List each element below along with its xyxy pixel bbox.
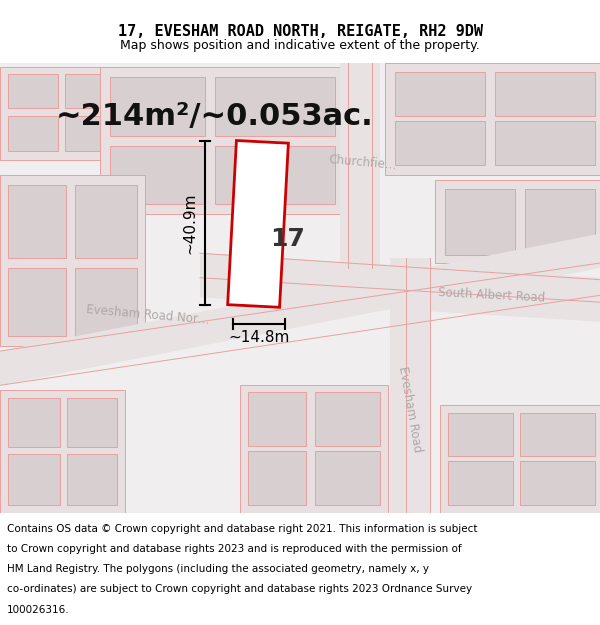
Polygon shape <box>390 258 430 512</box>
Polygon shape <box>315 451 380 504</box>
Text: 100026316.: 100026316. <box>7 605 70 615</box>
Polygon shape <box>8 74 58 109</box>
Polygon shape <box>240 386 388 512</box>
Text: Contains OS data © Crown copyright and database right 2021. This information is : Contains OS data © Crown copyright and d… <box>7 524 478 534</box>
Polygon shape <box>67 398 117 447</box>
Polygon shape <box>215 77 335 136</box>
Text: co-ordinates) are subject to Crown copyright and database rights 2023 Ordnance S: co-ordinates) are subject to Crown copyr… <box>7 584 472 594</box>
Polygon shape <box>0 234 600 386</box>
Polygon shape <box>8 398 60 447</box>
Polygon shape <box>448 461 513 504</box>
Polygon shape <box>525 189 595 255</box>
Text: Churchfie…: Churchfie… <box>328 153 397 172</box>
Polygon shape <box>8 268 66 336</box>
Polygon shape <box>248 451 306 504</box>
Text: 17, EVESHAM ROAD NORTH, REIGATE, RH2 9DW: 17, EVESHAM ROAD NORTH, REIGATE, RH2 9DW <box>118 24 482 39</box>
Polygon shape <box>520 412 595 456</box>
Text: South Albert Road: South Albert Road <box>438 286 546 304</box>
Polygon shape <box>395 72 485 116</box>
Polygon shape <box>248 392 306 446</box>
Polygon shape <box>495 72 595 116</box>
Polygon shape <box>440 405 600 512</box>
Polygon shape <box>340 62 380 268</box>
Text: Map shows position and indicative extent of the property.: Map shows position and indicative extent… <box>120 39 480 51</box>
Text: ~214m²/~0.053ac.: ~214m²/~0.053ac. <box>56 102 374 131</box>
Polygon shape <box>200 253 600 322</box>
Polygon shape <box>520 461 595 504</box>
Polygon shape <box>448 412 513 456</box>
Polygon shape <box>0 62 600 512</box>
Polygon shape <box>100 68 345 214</box>
Text: 17: 17 <box>271 227 305 251</box>
Polygon shape <box>75 185 137 258</box>
Polygon shape <box>65 74 113 109</box>
Polygon shape <box>8 116 58 151</box>
Polygon shape <box>8 454 60 504</box>
Polygon shape <box>395 121 485 165</box>
Text: Evesham Road Nor…: Evesham Road Nor… <box>86 303 210 327</box>
Polygon shape <box>215 146 335 204</box>
Polygon shape <box>110 146 205 204</box>
Polygon shape <box>8 185 66 258</box>
Text: ~40.9m: ~40.9m <box>182 192 197 254</box>
Polygon shape <box>445 189 515 255</box>
Polygon shape <box>110 77 205 136</box>
Polygon shape <box>315 392 380 446</box>
Polygon shape <box>227 141 289 308</box>
Text: ~14.8m: ~14.8m <box>229 330 290 345</box>
Polygon shape <box>0 68 120 161</box>
Polygon shape <box>0 390 125 512</box>
Text: Evesham Road: Evesham Road <box>396 366 424 454</box>
Polygon shape <box>0 175 145 346</box>
Polygon shape <box>75 268 137 336</box>
Polygon shape <box>385 62 600 175</box>
Text: HM Land Registry. The polygons (including the associated geometry, namely x, y: HM Land Registry. The polygons (includin… <box>7 564 429 574</box>
Text: to Crown copyright and database rights 2023 and is reproduced with the permissio: to Crown copyright and database rights 2… <box>7 544 462 554</box>
Polygon shape <box>65 116 113 151</box>
Polygon shape <box>67 454 117 504</box>
Polygon shape <box>495 121 595 165</box>
Polygon shape <box>435 180 600 263</box>
